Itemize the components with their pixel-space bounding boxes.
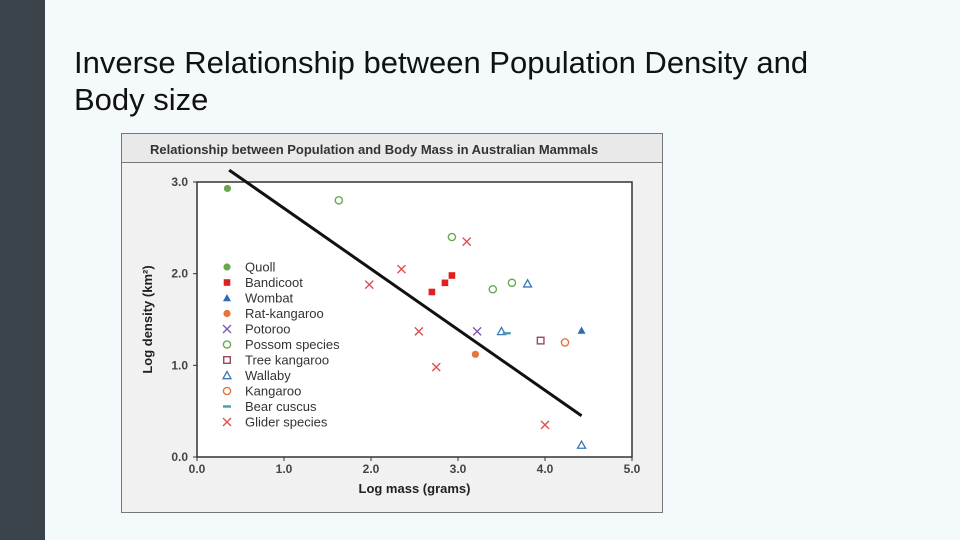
plot-area [196, 181, 633, 458]
slide-title: Inverse Relationship between Population … [74, 45, 809, 117]
data-point-possom-species [334, 196, 344, 205]
legend-label-potoroo: Potoroo [245, 322, 291, 337]
x-tick-label: 2.0 [363, 462, 380, 476]
legend-label-wombat: Wombat [245, 291, 294, 306]
legend-marker-wombat [223, 294, 231, 302]
data-point-wallaby [576, 439, 587, 449]
legend-label-kangaroo: Kangaroo [245, 384, 301, 399]
data-point-possom-species [447, 232, 457, 242]
data-point-glider-species [431, 362, 441, 372]
legend-marker-possom-species [222, 340, 232, 349]
data-point-bandicoot [448, 272, 456, 279]
legend-marker-kangaroo [222, 386, 232, 396]
data-point-quoll [223, 184, 232, 193]
legend-marker-quoll [223, 263, 231, 271]
chart-body: 0.0 1.0 2.0 3.0 4.0 5.0 0.0 1.0 2.0 3.0 Log mass (… [122, 163, 662, 512]
x-tick-label: 1.0 [276, 462, 293, 476]
x-tick-label: 4.0 [537, 462, 554, 476]
legend-marker-rat-kangaroo [223, 309, 231, 318]
legend-label-quoll: Quoll [245, 260, 275, 275]
legend-label-possom-species: Possom species [245, 337, 340, 352]
legend-marker-wallaby [221, 370, 233, 380]
legend-label-bandicoot: Bandicoot [245, 275, 303, 290]
y-tick-label: 1.0 [171, 358, 188, 372]
data-point-glider-species [414, 326, 424, 336]
data-point-glider-species [364, 280, 374, 290]
chart-figure: Relationship between Population and Body… [121, 133, 663, 513]
legend-marker-bandicoot [223, 279, 231, 286]
legend-label-tree-kangaroo: Tree kangaroo [245, 353, 329, 368]
legend-marker-tree-kangaroo [222, 355, 231, 364]
data-point-possom-species [507, 278, 517, 288]
y-tick-label: 0.0 [171, 450, 188, 464]
legend-label-glider-species: Glider species [245, 415, 328, 430]
data-point-kangaroo [560, 338, 570, 347]
x-tick-label: 3.0 [450, 462, 467, 476]
chart-title: Relationship between Population and Body… [150, 142, 599, 157]
data-point-rat-kangaroo [471, 350, 479, 358]
legend-marker-glider-species [222, 417, 232, 427]
data-point-wombat [577, 326, 586, 334]
data-point-bandicoot [441, 279, 449, 287]
y-tick-label: 2.0 [171, 267, 188, 281]
trend-line [228, 168, 583, 417]
legend-marker-potoroo [222, 324, 232, 334]
scatter-chart: 0.0 1.0 2.0 3.0 4.0 5.0 0.0 1.0 2.0 3.0 Log mass (… [140, 168, 641, 496]
data-point-glider-species [396, 264, 406, 274]
data-point-possom-species [488, 284, 498, 294]
legend-label-wallaby: Wallaby [245, 368, 291, 383]
data-point-bandicoot [428, 288, 436, 296]
legend-label-rat-kangaroo: Rat-kangaroo [245, 306, 324, 321]
x-tick-label: 5.0 [624, 462, 641, 476]
data-point-glider-species [462, 237, 472, 247]
y-axis-label: Log density (km²) [140, 265, 155, 373]
chart-header: Relationship between Population and Body… [122, 134, 662, 163]
data-point-wallaby [522, 278, 533, 288]
data-point-tree-kangaroo [536, 336, 545, 345]
sidebar-strip [0, 0, 45, 540]
data-point-glider-species [540, 420, 550, 430]
y-tick-label: 3.0 [171, 175, 188, 189]
x-axis-label: Log mass (grams) [359, 481, 471, 496]
legend-label-bear-cuscus: Bear cuscus [245, 399, 317, 414]
x-tick-label: 0.0 [189, 462, 206, 476]
data-point-potoroo [472, 326, 482, 336]
data-point-wallaby [496, 326, 507, 336]
